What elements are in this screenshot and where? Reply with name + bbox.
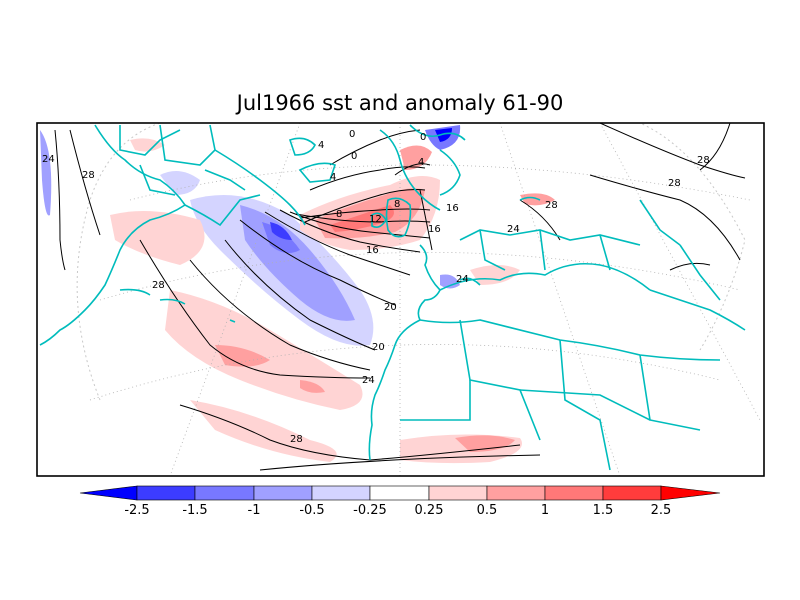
colorbar-tick-label: -1.5 (182, 503, 207, 518)
colorbar-tick-label: 0.25 (415, 503, 444, 518)
contour-label: 4 (318, 140, 324, 151)
colorbar-segment (602, 485, 662, 501)
colorbar: -2.5 -1.5 -1 -0.5 -0.25 0.25 0.5 1 1.5 2.5 (79, 485, 721, 518)
colorbar-segment (428, 485, 488, 501)
contour-label: 28 (668, 178, 681, 189)
contour-label: 24 (42, 154, 55, 165)
colorbar-segment (194, 485, 255, 501)
colorbar-tick-label: 1 (541, 503, 549, 518)
contour-label: 8 (394, 199, 400, 210)
contour-label: 0 (420, 132, 426, 143)
map-title: Jul1966 sst and anomaly 61-90 (235, 91, 564, 115)
projection-outline (76, 123, 746, 401)
colorbar-tick-label: 1.5 (593, 503, 614, 518)
contour-label: 28 (82, 170, 95, 181)
contour-label: 24 (362, 375, 375, 386)
contour-label: 8 (336, 209, 342, 220)
colorbar-tick-label: -1 (248, 503, 261, 518)
contour-labels: 24 28 28 28 28 28 24 24 24 20 20 16 16 1… (42, 129, 710, 445)
colorbar-tick-label: -0.25 (353, 503, 387, 518)
contour-label: 4 (330, 172, 336, 183)
negative-anomaly-shading (40, 125, 461, 346)
contour-label: 20 (384, 302, 397, 313)
contour-label: 0 (351, 151, 357, 162)
contour-label: 4 (418, 157, 424, 168)
positive-anomaly-shading (110, 138, 555, 464)
contour-label: 28 (152, 280, 165, 291)
contour-label: 24 (456, 274, 469, 285)
contour-label: 20 (372, 342, 385, 353)
colorbar-segment (311, 485, 371, 501)
contour-label: 16 (446, 203, 459, 214)
colorbar-segment (253, 485, 313, 501)
colorbar-segment (136, 485, 196, 501)
contour-label: 28 (290, 434, 303, 445)
contour-label: 16 (428, 224, 441, 235)
colorbar-tick-label: 0.5 (477, 503, 498, 518)
contour-label: 28 (545, 200, 558, 211)
contour-label: 16 (366, 245, 379, 256)
map-frame (36, 122, 765, 477)
sst-contours (54, 123, 746, 471)
coastlines (39, 124, 746, 471)
contour-label: 28 (697, 155, 710, 166)
colorbar-arrow-low (79, 485, 138, 501)
map-area: 24 28 28 28 28 28 24 24 24 20 20 16 16 1… (39, 123, 761, 476)
colorbar-tick-label: -0.5 (299, 503, 324, 518)
colorbar-segment (369, 485, 430, 501)
contour-label: 24 (507, 224, 520, 235)
colorbar-segment (544, 485, 604, 501)
colorbar-tick-label: 2.5 (651, 503, 672, 518)
colorbar-tick-label: -2.5 (124, 503, 149, 518)
contour-label: 0 (349, 129, 355, 140)
lat-lon-grid (89, 123, 761, 476)
colorbar-arrow-high (660, 485, 721, 501)
contour-label: 12 (369, 214, 382, 225)
colorbar-segment (486, 485, 546, 501)
